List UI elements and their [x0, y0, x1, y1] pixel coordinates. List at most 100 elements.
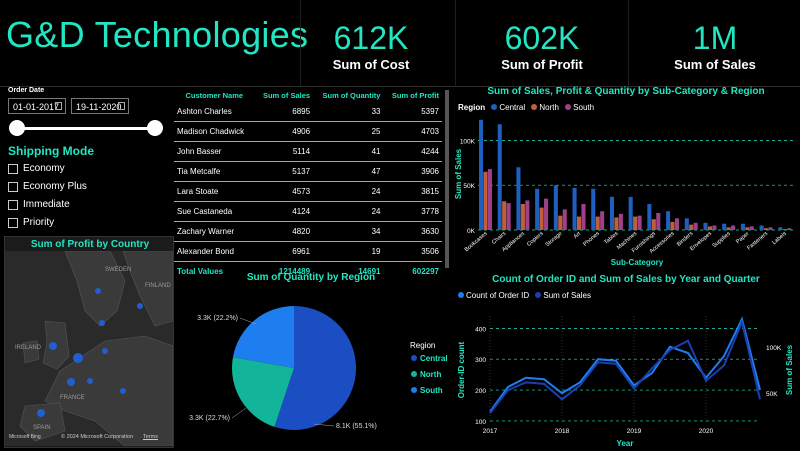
bar-south[interactable]	[768, 227, 773, 230]
line-series-sales[interactable]	[489, 318, 761, 414]
bar-north[interactable]	[595, 216, 600, 230]
map-bubble[interactable]	[67, 378, 75, 386]
line-chart[interactable]: 100 200 300 400 2017 2018 2019 2020 50K 100K Order…	[452, 302, 800, 450]
pie-slice-south[interactable]	[232, 306, 294, 368]
bar-central[interactable]	[572, 187, 577, 230]
bar-north[interactable]	[576, 216, 582, 230]
bar-south[interactable]	[693, 222, 698, 230]
bar-central[interactable]	[759, 225, 764, 230]
table-row[interactable]: Ashton Charles 6895 33 5397	[174, 102, 442, 122]
bar-south[interactable]	[674, 218, 680, 230]
bar-south[interactable]	[712, 225, 717, 230]
bar-central[interactable]	[553, 185, 558, 230]
column-header[interactable]: Sum of Sales	[262, 90, 311, 100]
start-date-input[interactable]: 01-01-2017	[8, 98, 66, 114]
bar-central[interactable]	[516, 167, 521, 230]
legend-item[interactable]: Central	[499, 103, 526, 112]
bar-south[interactable]	[731, 225, 736, 230]
bar-south[interactable]	[656, 212, 661, 230]
bar-north[interactable]	[689, 224, 694, 230]
map-visual[interactable]: Sum of Profit by Country SWEDEN FINLAND …	[4, 236, 174, 448]
pie-legend-item[interactable]: Central	[420, 354, 448, 363]
date-slider-end-handle[interactable]	[147, 120, 163, 136]
bar-south[interactable]	[544, 198, 549, 230]
customer-table[interactable]: Customer Name Sum of Sales Sum of Quanti…	[174, 88, 442, 281]
pie-legend-item[interactable]: North	[420, 370, 441, 379]
legend-item[interactable]: Count of Order ID	[466, 291, 530, 300]
bar-north[interactable]	[745, 227, 750, 230]
column-header[interactable]: Sum of Quantity	[322, 90, 381, 100]
bar-north[interactable]	[558, 215, 563, 230]
bar-central[interactable]	[479, 119, 484, 230]
bar-north[interactable]	[502, 201, 507, 230]
bar-south[interactable]	[618, 213, 623, 230]
bar-south[interactable]	[487, 169, 492, 230]
legend-item[interactable]: South	[573, 103, 595, 112]
bar-central[interactable]	[722, 223, 727, 230]
bar-north[interactable]	[670, 221, 675, 230]
pie-slice-central[interactable]	[274, 306, 356, 430]
bar-north[interactable]	[707, 226, 712, 230]
checkbox[interactable]	[8, 218, 18, 228]
bar-central[interactable]	[609, 196, 614, 230]
bar-south[interactable]	[600, 211, 605, 230]
table-row[interactable]: Zachary Warner 4820 34 3630	[174, 221, 442, 242]
map-bubble[interactable]	[37, 409, 45, 417]
table-scrollbar[interactable]	[445, 90, 449, 268]
map-bubble[interactable]	[137, 303, 143, 309]
line-series-order-count[interactable]	[489, 316, 761, 413]
bar-north[interactable]	[726, 227, 731, 230]
checkbox[interactable]	[8, 164, 18, 174]
map-canvas[interactable]: SWEDEN FINLAND IRELAND FRANCE SPAIN	[5, 251, 173, 446]
bar-north[interactable]	[539, 207, 544, 230]
bar-central[interactable]	[684, 218, 689, 230]
bar-south[interactable]	[787, 228, 792, 230]
bar-central[interactable]	[778, 227, 783, 230]
bar-central[interactable]	[535, 188, 540, 230]
map-bubble[interactable]	[49, 342, 57, 350]
bar-central[interactable]	[628, 196, 633, 230]
date-slider-track[interactable]	[16, 127, 156, 130]
bar-central[interactable]	[740, 223, 745, 230]
map-bubble[interactable]	[87, 378, 93, 384]
map-bubble[interactable]	[73, 353, 83, 363]
bar-south[interactable]	[581, 204, 586, 230]
map-bubble[interactable]	[102, 348, 108, 354]
bar-south[interactable]	[637, 215, 642, 230]
date-slider-start-handle[interactable]	[9, 120, 25, 136]
legend-item[interactable]: Sum of Sales	[543, 291, 591, 300]
checkbox[interactable]	[8, 200, 18, 210]
column-header[interactable]: Sum of Profit	[391, 90, 439, 100]
bar-central[interactable]	[647, 204, 652, 230]
legend-item[interactable]: North	[539, 103, 559, 112]
calendar-icon[interactable]	[55, 102, 62, 110]
pie-slice-north[interactable]	[232, 357, 294, 427]
column-header[interactable]: Customer Name	[185, 90, 244, 100]
bar-north[interactable]	[764, 228, 769, 230]
bar-north[interactable]	[633, 216, 638, 230]
bar-north[interactable]	[614, 217, 619, 230]
bar-south[interactable]	[562, 209, 567, 230]
bar-north[interactable]	[651, 219, 656, 230]
bar-central[interactable]	[666, 211, 671, 230]
table-row[interactable]: Madison Chadwick 4906 25 4703	[174, 121, 442, 142]
table-row[interactable]: Alexander Bond 6961 19 3506	[174, 241, 442, 262]
checkbox[interactable]	[8, 182, 18, 192]
bar-north[interactable]	[483, 171, 488, 230]
calendar-icon[interactable]	[118, 102, 125, 110]
table-row[interactable]: John Basser 5114 41 4244	[174, 141, 442, 162]
table-row[interactable]: Lara Stoate 4573 24 3815	[174, 181, 442, 202]
table-row[interactable]: Tia Metcalfe 5137 47 3906	[174, 161, 442, 182]
bar-south[interactable]	[525, 200, 530, 230]
pie-legend-item[interactable]: South	[420, 386, 443, 395]
map-bubble[interactable]	[120, 388, 126, 394]
map-terms-link[interactable]: Terms	[143, 434, 158, 440]
table-row[interactable]: Sue Castaneda 4124 24 3778	[174, 201, 442, 222]
map-bubble[interactable]	[95, 288, 101, 294]
end-date-input[interactable]: 19-11-2020	[71, 98, 129, 114]
bar-north[interactable]	[520, 204, 525, 230]
bar-south[interactable]	[506, 203, 511, 230]
bar-central[interactable]	[703, 222, 708, 230]
map-bubble[interactable]	[99, 320, 105, 326]
